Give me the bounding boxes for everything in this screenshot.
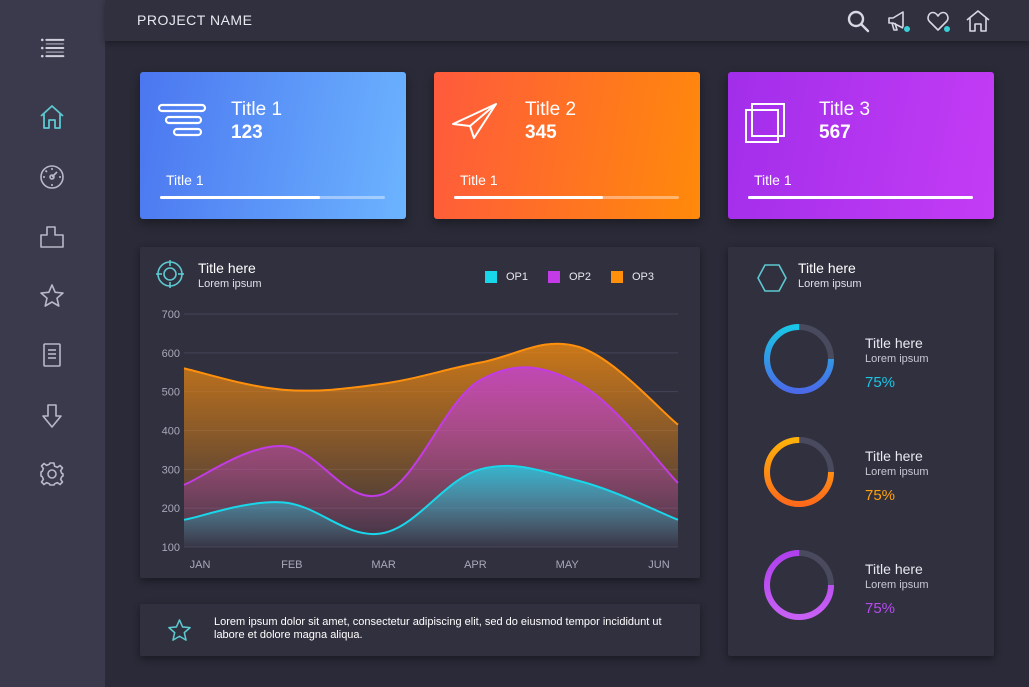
home-icon[interactable] [963, 6, 993, 36]
card-value: 345 [525, 122, 557, 143]
top-bar: PROJECT NAME [105, 0, 1029, 41]
donut-title: Title here [865, 335, 923, 351]
card-title: Title 2 [525, 99, 577, 120]
legend-item-op3[interactable]: OP3 [611, 271, 654, 283]
project-name: PROJECT NAME [137, 12, 253, 28]
card-value: 123 [231, 122, 263, 143]
donut-subtitle: Lorem ipsum [865, 353, 929, 365]
star-icon [168, 619, 191, 641]
donut-chart [764, 324, 834, 394]
chart-title: Title here [198, 260, 256, 276]
legend-swatch [548, 271, 560, 283]
card-label: Title 1 [460, 172, 498, 188]
favorites-badge [943, 25, 951, 33]
series-line-op1[interactable] [183, 464, 679, 536]
card-progress-bar [748, 196, 973, 199]
donut-item[interactable]: Title here Lorem ipsum 75% [728, 437, 994, 530]
donut-percent: 75% [865, 600, 896, 617]
footer-panel: Lorem ipsum dolor sit amet, consectetur … [140, 604, 700, 656]
donut-chart [764, 550, 834, 620]
donut-title: Title here [865, 448, 923, 464]
x-tick-label: MAR [371, 559, 396, 571]
donut-panel-title: Title here [798, 260, 856, 276]
hexagon-icon [757, 264, 787, 292]
legend-swatch [611, 271, 623, 283]
card-progress-fill [748, 196, 973, 199]
card-value: 567 [819, 122, 851, 143]
legend-label: OP1 [506, 271, 529, 283]
donut-arc [764, 550, 834, 620]
card-label: Title 1 [754, 172, 792, 188]
y-tick-label: 700 [162, 309, 180, 321]
donut-percent: 75% [865, 487, 896, 504]
donut-panel: Title here Lorem ipsum Title here Lorem … [728, 247, 994, 656]
card-progress-fill [454, 196, 603, 199]
area-op1 [184, 465, 678, 547]
y-tick-label: 400 [162, 426, 180, 438]
chart-subtitle: Lorem ipsum [198, 278, 262, 290]
card-progress-fill [160, 196, 320, 199]
search-icon[interactable] [843, 6, 873, 36]
footer-text: Lorem ipsum dolor sit amet, consectetur … [214, 616, 662, 641]
briefcase-icon[interactable] [32, 216, 72, 256]
legend-label: OP3 [632, 271, 655, 283]
donut-arc [764, 324, 834, 394]
hamburger-menu-icon[interactable] [32, 28, 72, 68]
y-tick-label: 600 [162, 348, 180, 360]
y-tick-label: 200 [162, 503, 180, 515]
download-arrow-icon[interactable] [32, 396, 72, 436]
card-title: Title 3 [819, 99, 871, 120]
card-title: Title 1 [231, 99, 283, 120]
series-line-op3[interactable] [183, 342, 679, 426]
card-progress-bar [160, 196, 385, 199]
stat-card-1[interactable]: Title 1 123 Title 1 [140, 72, 406, 219]
legend-swatch [485, 271, 497, 283]
home-icon[interactable] [32, 97, 72, 137]
heart-icon[interactable] [923, 6, 953, 36]
area-chart: 700 600 500 400 300 200 100 JAN FEB MAR APR MAY JUN [162, 309, 679, 571]
star-icon[interactable] [32, 276, 72, 316]
y-tick-label: 500 [162, 387, 180, 399]
donut-percent: 75% [865, 374, 896, 391]
y-tick-label: 300 [162, 464, 180, 476]
y-tick-label: 100 [162, 542, 180, 554]
x-tick-label: JAN [190, 559, 211, 571]
donut-title: Title here [865, 561, 923, 577]
card-label: Title 1 [166, 172, 204, 188]
paper-plane-icon [452, 103, 497, 139]
overlapping-squares-icon [745, 103, 785, 143]
stat-card-2[interactable]: Title 2 345 Title 1 [434, 72, 700, 219]
legend-item-op1[interactable]: OP1 [485, 271, 528, 283]
x-tick-label: FEB [281, 559, 302, 571]
series-line-op2[interactable] [183, 366, 679, 498]
stack-lines-icon [157, 103, 207, 137]
dashboard-gauge-icon[interactable] [32, 157, 72, 197]
chart-panel: Title here Lorem ipsum OP1 OP2 OP3 700 60… [140, 247, 700, 578]
legend-item-op2[interactable]: OP2 [548, 271, 591, 283]
donut-arc [764, 437, 834, 507]
legend-label: OP2 [569, 271, 592, 283]
x-tick-label: APR [464, 559, 487, 571]
stat-card-3[interactable]: Title 3 567 Title 1 [728, 72, 994, 219]
x-tick-label: MAY [556, 559, 580, 571]
donut-subtitle: Lorem ipsum [865, 579, 929, 591]
sidebar [0, 0, 105, 687]
x-tick-label: JUN [648, 559, 669, 571]
notification-badge [903, 25, 911, 33]
megaphone-icon[interactable] [883, 6, 913, 36]
gear-icon[interactable] [32, 454, 72, 494]
document-icon[interactable] [32, 335, 72, 375]
donut-panel-subtitle: Lorem ipsum [798, 278, 862, 290]
donut-item[interactable]: Title here Lorem ipsum 75% [728, 324, 994, 417]
donut-subtitle: Lorem ipsum [865, 466, 929, 478]
donut-item[interactable]: Title here Lorem ipsum 75% [728, 550, 994, 643]
card-progress-bar [454, 196, 679, 199]
donut-chart [764, 437, 834, 507]
target-icon [156, 260, 184, 288]
